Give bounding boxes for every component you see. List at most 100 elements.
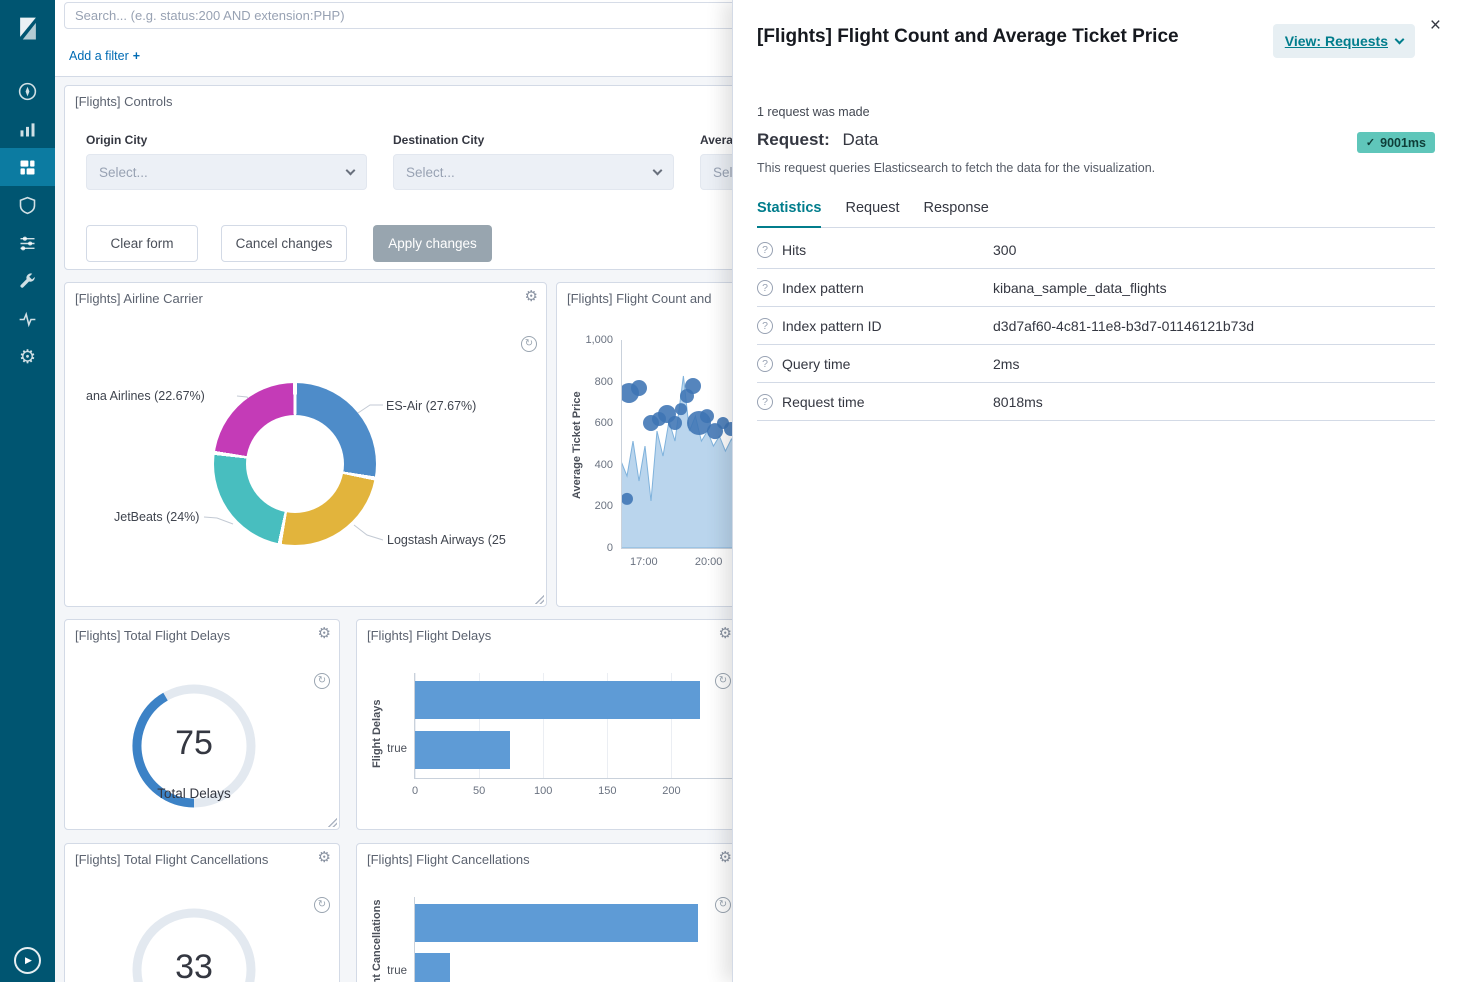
stats-row: ?Request time8018ms — [757, 383, 1435, 421]
x-tick-label: 0 — [412, 785, 418, 797]
help-icon: ? — [757, 356, 773, 372]
gear-icon[interactable]: ⚙ — [719, 850, 732, 865]
donut-slice-label: Logstash Airways (25 — [387, 533, 506, 547]
sidebar-item-monitoring[interactable] — [0, 300, 55, 338]
flight-cancellations-plot[interactable]: true — [414, 897, 733, 982]
panel-status-icon[interactable]: ↻ — [314, 673, 330, 689]
panel-title: [Flights] Total Flight Cancellations — [75, 852, 268, 867]
sidebar-item-discover[interactable] — [0, 72, 55, 110]
bar[interactable] — [415, 681, 700, 719]
request-label: Request: — [757, 130, 830, 149]
chevron-down-icon — [346, 165, 356, 175]
y-axis-label: Flight Delays — [371, 700, 383, 768]
sidebar-nav: ⚙ — [0, 72, 55, 376]
add-filter-link[interactable]: Add a filter + — [69, 49, 140, 63]
panel-status-icon[interactable]: ↻ — [521, 336, 537, 352]
gear-icon[interactable]: ⚙ — [318, 626, 331, 641]
bar[interactable] — [415, 953, 450, 982]
select-placeholder: Select... — [406, 165, 455, 180]
resize-handle[interactable] — [533, 593, 544, 604]
close-icon[interactable]: × — [1430, 16, 1441, 35]
sidebar-item-apm[interactable] — [0, 186, 55, 224]
bar[interactable] — [415, 731, 510, 769]
donut-slice-label: ES-Air (27.67%) — [386, 399, 476, 413]
sidebar-item-management[interactable]: ⚙ — [0, 338, 55, 376]
sliders-icon — [17, 233, 38, 254]
x-tick-label: 20:00 — [695, 556, 723, 568]
help-icon: ? — [757, 242, 773, 258]
sidebar-item-dashboard[interactable] — [0, 148, 55, 186]
stat-label: Index pattern ID — [782, 318, 882, 334]
stat-value: 300 — [993, 242, 1435, 258]
cancel-changes-button[interactable]: Cancel changes — [221, 225, 347, 262]
donut-slice-label: JetBeats (24%) — [114, 510, 199, 524]
clear-form-button[interactable]: Clear form — [86, 225, 198, 262]
x-tick-label: 200 — [662, 785, 680, 797]
compass-icon — [17, 81, 38, 102]
kibana-logo-icon — [14, 15, 42, 43]
stat-label: Request time — [782, 394, 864, 410]
help-icon: ? — [757, 280, 773, 296]
flyout-title: [Flights] Flight Count and Average Ticke… — [757, 26, 1179, 48]
gauge-value: 33 — [124, 948, 264, 982]
sidebar-item-logging[interactable] — [0, 224, 55, 262]
help-icon: ? — [757, 318, 773, 334]
inspector-flyout: [Flights] Flight Count and Average Ticke… — [732, 0, 1459, 982]
panel-title: [Flights] Flight Cancellations — [367, 852, 530, 867]
stats-row: ? Hits 300 — [757, 231, 1435, 269]
add-filter-label: Add a filter — [69, 49, 129, 63]
stat-value: 2ms — [993, 356, 1435, 372]
sidebar-item-dev-tools[interactable] — [0, 262, 55, 300]
gear-icon[interactable]: ⚙ — [318, 850, 331, 865]
shield-icon — [17, 195, 38, 216]
stat-label: Index pattern — [782, 280, 864, 296]
apply-changes-button[interactable]: Apply changes — [373, 225, 492, 262]
panel-title: [Flights] Controls — [75, 94, 173, 109]
y-tick-label: true — [387, 965, 407, 977]
destination-city-field: Destination City Select... — [393, 133, 674, 190]
donut-slice-label: ana Airlines (22.67%) — [86, 389, 205, 403]
requests-made-text: 1 request was made — [757, 105, 870, 119]
flyout-tab-response[interactable]: Response — [924, 200, 989, 228]
panel-title: [Flights] Flight Delays — [367, 628, 491, 643]
y-tick-label: 200 — [595, 500, 613, 512]
chevron-down-icon — [1395, 34, 1405, 44]
field-label: Origin City — [86, 133, 367, 147]
sidebar-item-visualize[interactable] — [0, 110, 55, 148]
flight-delays-panel: [Flights] Flight Delays ⚙ ↻ Flight Delay… — [356, 619, 741, 830]
kibana-logo[interactable] — [0, 0, 55, 58]
stats-row: ?Index pattern IDd3d7af60-4c81-11e8-b3d7… — [757, 307, 1435, 345]
resize-handle[interactable] — [326, 816, 337, 827]
request-time-badge: ✓ 9001ms — [1357, 132, 1435, 153]
flight-delays-plot[interactable]: 050100150200true — [414, 673, 733, 779]
view-requests-button[interactable]: View: Requests — [1273, 24, 1415, 58]
y-tick-label: 1,000 — [585, 334, 613, 346]
flyout-tab-statistics[interactable]: Statistics — [757, 200, 821, 228]
gear-icon[interactable]: ⚙ — [719, 626, 732, 641]
total-flight-cancellations-panel: [Flights] Total Flight Cancellations ⚙ ↻… — [64, 843, 340, 982]
y-tick-label: 0 — [607, 542, 613, 554]
panel-status-icon[interactable]: ↻ — [314, 897, 330, 913]
kibana-app: ⚙ ▶ Add a filter + [Flights] Controls Ori… — [0, 0, 1459, 982]
plus-icon: + — [133, 49, 140, 63]
gear-icon[interactable]: ⚙ — [525, 289, 538, 304]
y-axis-label: Flight Cancellations — [371, 899, 383, 982]
destination-city-select[interactable]: Select... — [393, 154, 674, 190]
bar[interactable] — [415, 904, 698, 942]
view-requests-label: View: Requests — [1285, 33, 1388, 49]
dashboard-icon — [17, 157, 38, 178]
total-flight-delays-panel: [Flights] Total Flight Delays ⚙ ↻ 75 Tot… — [64, 619, 340, 830]
sidebar-collapse-button[interactable]: ▶ — [14, 947, 41, 974]
flight-count-plot[interactable] — [621, 331, 741, 556]
origin-city-select[interactable]: Select... — [86, 154, 367, 190]
stat-label: Hits — [782, 242, 806, 258]
airline-carrier-panel: [Flights] Airline Carrier ⚙ ↻ ES-Air (27… — [64, 282, 547, 607]
flyout-tab-request[interactable]: Request — [845, 200, 899, 228]
y-axis-ticks: 1,0008006004002000 — [571, 283, 613, 606]
x-axis-ticks: 17:0020:00 — [621, 556, 741, 570]
y-tick-label: 800 — [595, 376, 613, 388]
airline-donut-chart[interactable] — [214, 383, 376, 545]
stats-table: ?Hits300?Index patternkibana_sample_data… — [757, 231, 1435, 421]
bar-chart-icon — [17, 119, 38, 140]
stat-label: Query time — [782, 356, 850, 372]
